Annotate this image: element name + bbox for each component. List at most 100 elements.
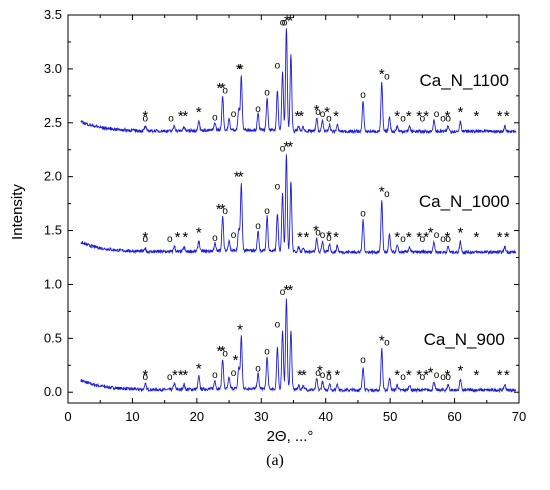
circle-marker: o <box>360 208 366 219</box>
star-marker: * <box>283 282 289 299</box>
star-marker: * <box>182 229 188 246</box>
star-marker: * <box>497 108 503 125</box>
star-marker: * <box>504 367 510 384</box>
star-marker: * <box>238 61 244 78</box>
star-marker: * <box>298 108 304 125</box>
star-marker: * <box>196 104 202 121</box>
star-marker: * <box>287 12 293 29</box>
circle-marker: o <box>400 372 406 383</box>
circle-marker: o <box>445 372 451 383</box>
circle-marker: o <box>167 234 173 245</box>
star-marker: * <box>216 201 222 218</box>
circle-marker: o <box>434 109 440 120</box>
circle-marker: o <box>384 71 390 82</box>
star-marker: * <box>284 12 290 29</box>
circle-marker: o <box>315 107 321 118</box>
circle-marker: o <box>384 338 390 349</box>
y-tick-label: 2.5 <box>44 115 62 130</box>
x-tick-label: 10 <box>125 409 139 424</box>
star-marker: * <box>423 229 429 246</box>
circle-marker: o <box>143 113 149 124</box>
star-marker: * <box>216 80 222 97</box>
star-marker: * <box>172 367 178 384</box>
star-marker: * <box>379 66 385 83</box>
circle-marker: o <box>264 206 270 217</box>
star-marker: * <box>220 201 226 218</box>
star-marker: * <box>394 229 400 246</box>
circle-marker: o <box>434 370 440 381</box>
star-marker: * <box>379 332 385 349</box>
star-marker: * <box>234 169 240 186</box>
star-marker: * <box>504 229 510 246</box>
series-line-1 <box>80 298 517 394</box>
star-marker: * <box>457 363 463 380</box>
circle-marker: o <box>280 287 286 298</box>
star-marker: * <box>178 367 184 384</box>
x-tick-label: 50 <box>383 409 397 424</box>
x-tick-label: 70 <box>512 409 526 424</box>
y-tick-label: 3.0 <box>44 61 62 76</box>
star-marker: * <box>283 138 289 155</box>
star-marker: * <box>497 367 503 384</box>
star-marker: * <box>445 367 451 384</box>
circle-marker: o <box>167 372 173 383</box>
star-marker: * <box>423 367 429 384</box>
circle-marker: o <box>440 372 446 383</box>
star-marker: * <box>238 169 244 186</box>
circle-marker: o <box>420 113 426 124</box>
circle-marker: o <box>255 364 261 375</box>
circle-marker: o <box>275 61 281 72</box>
star-marker: * <box>326 228 332 245</box>
circle-marker: o <box>143 234 149 245</box>
circle-marker: o <box>384 189 390 200</box>
star-marker: * <box>287 282 293 299</box>
series-line-2 <box>80 154 517 256</box>
figure-caption: (a) <box>266 452 284 469</box>
circle-marker: o <box>255 221 261 232</box>
star-marker: * <box>406 108 412 125</box>
y-tick-label: 0.0 <box>44 384 62 399</box>
star-marker: * <box>394 108 400 125</box>
circle-marker: o <box>400 113 406 124</box>
star-marker: * <box>297 367 303 384</box>
x-axis-label: 2Θ, ...° <box>267 428 314 445</box>
circle-marker: o <box>360 90 366 101</box>
star-marker: * <box>178 108 184 125</box>
circle-marker: o <box>326 113 332 124</box>
star-marker: * <box>196 225 202 242</box>
star-marker: * <box>333 108 339 125</box>
star-marker: * <box>324 104 330 121</box>
circle-marker: o <box>320 370 326 381</box>
circle-marker: o <box>280 18 286 29</box>
circle-marker: o <box>231 368 237 379</box>
star-marker: * <box>175 229 181 246</box>
star-marker: * <box>428 225 434 242</box>
star-marker: * <box>233 352 239 369</box>
x-tick-label: 60 <box>447 409 461 424</box>
series-label-2: Ca_N_1000 <box>419 192 510 211</box>
star-marker: * <box>474 367 480 384</box>
circle-marker: o <box>168 113 174 124</box>
star-marker: * <box>394 367 400 384</box>
star-marker: * <box>334 367 340 384</box>
y-tick-label: 1.0 <box>44 276 62 291</box>
star-marker: * <box>457 104 463 121</box>
circle-marker: o <box>440 234 446 245</box>
circle-marker: o <box>282 18 288 29</box>
star-marker: * <box>236 61 242 78</box>
series-label-1: Ca_N_900 <box>424 330 505 349</box>
star-marker: * <box>416 108 422 125</box>
series-line-3 <box>80 28 517 135</box>
circle-marker: o <box>264 346 270 357</box>
y-axis-label: Intensity <box>9 184 26 240</box>
circle-marker: o <box>222 85 228 96</box>
star-marker: * <box>142 108 148 125</box>
circle-marker: o <box>264 88 270 99</box>
star-marker: * <box>445 108 451 125</box>
star-marker: * <box>196 360 202 377</box>
circle-marker: o <box>445 113 451 124</box>
star-marker: * <box>220 343 226 360</box>
star-marker: * <box>497 229 503 246</box>
circle-marker: o <box>445 234 451 245</box>
